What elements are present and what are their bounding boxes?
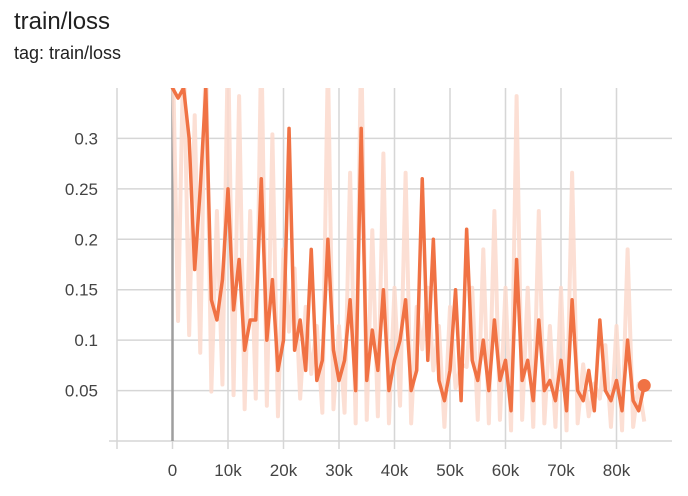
chart-title: train/loss (14, 8, 111, 35)
x-tick-label: 40k (381, 461, 409, 480)
x-tick-label: 20k (270, 461, 298, 480)
y-tick-label: 0.05 (65, 382, 98, 401)
smoothed-loss-line (170, 88, 646, 413)
smoothed-series (170, 88, 646, 413)
y-tick-label: 0.25 (65, 180, 98, 199)
x-tick-label: 30k (325, 461, 353, 480)
chart-tag-subtitle: tag: train/loss (14, 43, 122, 63)
y-tick-label: 0.2 (74, 230, 98, 249)
x-tick-label: 60k (492, 461, 520, 480)
y-tick-label: 0.15 (65, 281, 98, 300)
x-tick-label: 10k (214, 461, 242, 480)
x-tick-label: 0 (168, 461, 177, 480)
y-tick-label: 0.3 (74, 129, 98, 148)
x-tick-label: 80k (603, 461, 631, 480)
y-axis-ticks: 0.05 0.1 0.15 0.2 0.25 0.3 (65, 129, 98, 400)
y-tick-label: 0.1 (74, 331, 98, 350)
x-axis-ticks: 0 10k 20k 30k 40k 50k 60k 70k 80k (168, 461, 631, 480)
last-point-marker[interactable] (637, 379, 651, 393)
x-tick-label: 50k (436, 461, 464, 480)
x-tick-label: 70k (547, 461, 575, 480)
